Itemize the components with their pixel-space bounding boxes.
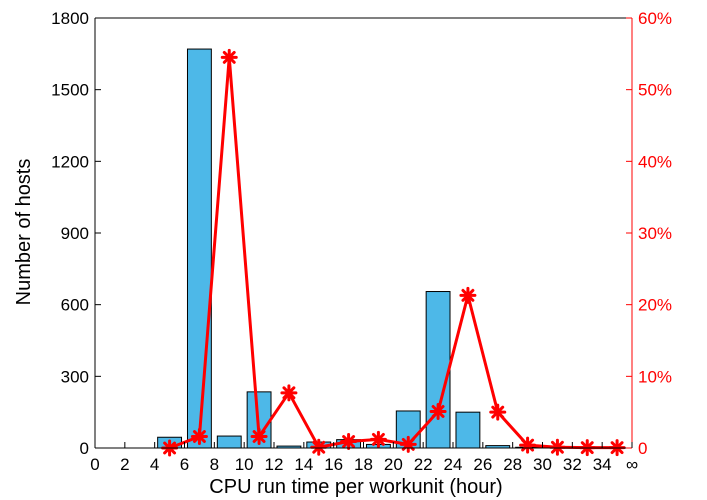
x-tick-label: 4 (150, 455, 159, 474)
x-axis-title: CPU run time per workunit (hour) (209, 476, 502, 498)
marker-stroke (550, 440, 564, 454)
x-tick-label: 14 (294, 455, 313, 474)
x-tick-label: 32 (563, 455, 582, 474)
series-point (310, 438, 328, 456)
bar (216, 435, 242, 449)
y-tick-label-right: 0 (638, 439, 647, 458)
marker-stroke (371, 432, 385, 446)
x-tick-label: 28 (503, 455, 522, 474)
y-tick-label-left: 600 (61, 296, 89, 315)
x-tick-label: 34 (593, 455, 612, 474)
marker-stroke (222, 50, 236, 64)
y-tick-label-right: 50% (638, 81, 672, 100)
series-point (340, 433, 358, 451)
series-point (190, 428, 208, 446)
marker-stroke (252, 430, 266, 443)
marker-stroke (431, 405, 445, 418)
axes-layer (94, 17, 633, 449)
series-point (369, 430, 387, 448)
bar (425, 291, 451, 449)
y-tick-label-right: 10% (638, 367, 672, 386)
marker-stroke (342, 435, 356, 448)
y-tick-label-left: 900 (61, 224, 89, 243)
y-axis-title: Number of hosts (13, 159, 35, 306)
marker-stroke (312, 440, 326, 454)
series-point (399, 435, 417, 453)
series-line (169, 55, 618, 450)
x-tick-label: 10 (235, 455, 254, 474)
marker-stroke (461, 288, 475, 302)
bar (455, 411, 481, 449)
marker-stroke (491, 405, 505, 419)
x-tick-label: 30 (533, 455, 552, 474)
x-tick-label: 20 (384, 455, 403, 474)
y-tick-label-right: 40% (638, 152, 672, 171)
series-point (489, 403, 507, 421)
y-tick-label-right: 30% (638, 224, 672, 243)
y-tick-label-left: 0 (80, 439, 89, 458)
x-tick-label: 26 (473, 455, 492, 474)
x-tick-label: 6 (180, 455, 189, 474)
marker-stroke (282, 386, 296, 400)
x-tick-label: ∞ (626, 455, 638, 474)
series-point (429, 402, 447, 420)
series-point (459, 286, 477, 304)
y-tick-label-left: 1500 (51, 81, 89, 100)
y-tick-label-left: 300 (61, 367, 89, 386)
x-tick-label: 24 (444, 455, 463, 474)
series-point (519, 436, 537, 454)
y-tick-label-left: 1200 (51, 152, 89, 171)
ticks-layer: 0300600900120015001800010%20%30%40%50%60… (51, 9, 672, 474)
line-layer (161, 48, 626, 457)
x-tick-label: 8 (210, 455, 219, 474)
x-tick-label: 16 (324, 455, 343, 474)
x-tick-label: 18 (354, 455, 373, 474)
series-point (250, 428, 268, 446)
y-tick-label-right: 60% (638, 9, 672, 28)
bar (186, 48, 212, 449)
y-tick-label-left: 1800 (51, 9, 89, 28)
y-tick-label-right: 20% (638, 296, 672, 315)
series-point (280, 384, 298, 402)
x-tick-label: 2 (120, 455, 129, 474)
series-point (220, 48, 238, 66)
x-tick-label: 12 (265, 455, 284, 474)
series-point (548, 438, 566, 456)
x-tick-label: 0 (90, 455, 99, 474)
x-tick-label: 22 (414, 455, 433, 474)
marker-stroke (192, 430, 206, 443)
